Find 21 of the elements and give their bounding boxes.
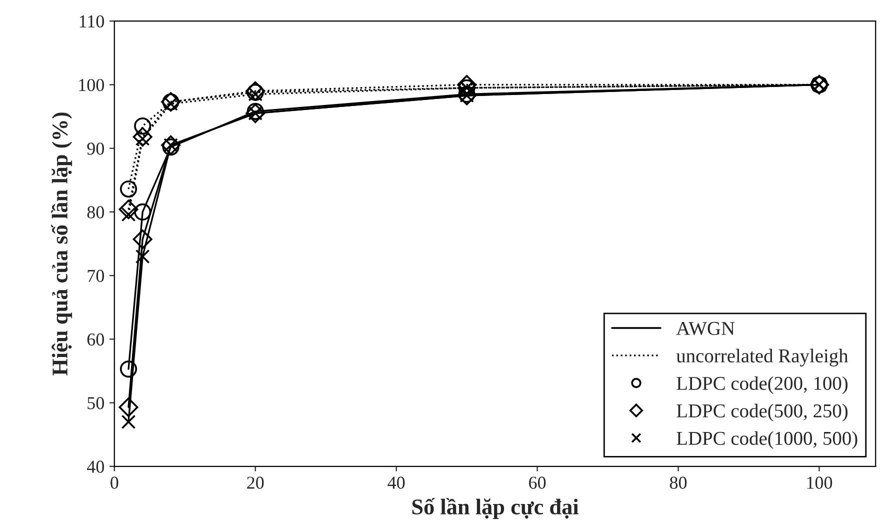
x-tick-label: 0 <box>110 476 118 489</box>
y-tick-label: 40 <box>86 460 104 473</box>
y-tick-label: 110 <box>80 15 104 28</box>
y-axis-title: Hiệu quả của số lần lặp (%) <box>51 112 72 376</box>
y-tick-label: 100 <box>79 78 104 92</box>
x-tick-label: 40 <box>388 476 405 489</box>
x-tick-label: 80 <box>670 476 687 489</box>
x-tick-label: 60 <box>529 476 546 489</box>
x-axis-title: Số lần lặp cực đại <box>412 498 579 519</box>
legend-label: LDPC code(500, 250) <box>676 404 848 422</box>
annotation: AWGN <box>676 322 735 336</box>
y-tick-label: 50 <box>88 397 104 410</box>
legend-label: LDPC code(200, 100) <box>676 376 848 394</box>
y-tick-label: 80 <box>87 206 104 218</box>
y-tick-label: 60 <box>87 333 104 346</box>
legend-label: LDPC code(1000, 500) <box>676 431 858 449</box>
y-tick-label: 70 <box>88 270 104 282</box>
x-tick-label: 100 <box>807 476 832 489</box>
annotation: uncorrelated Rayleigh <box>676 348 848 366</box>
x-tick-label: 20 <box>247 476 264 489</box>
y-tick-label: 90 <box>87 142 104 155</box>
